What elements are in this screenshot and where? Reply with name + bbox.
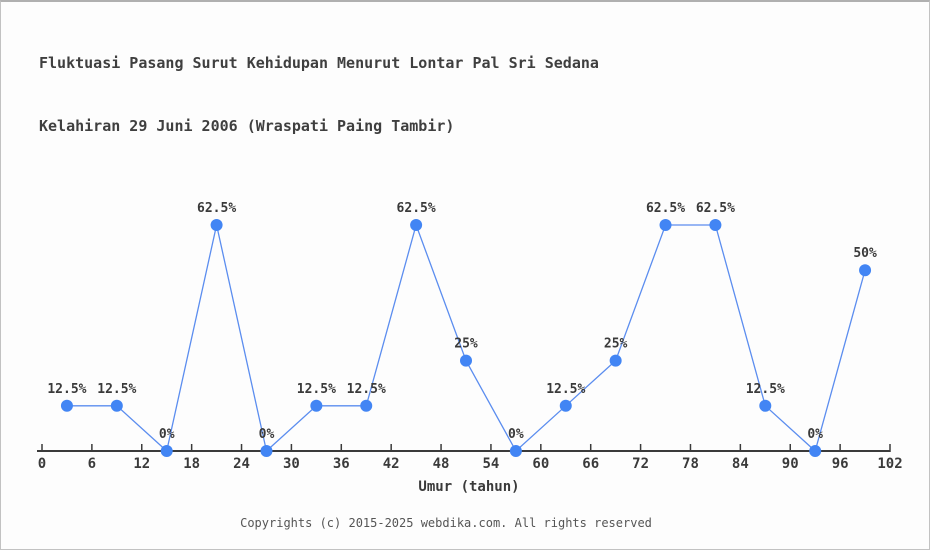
data-point-label: 0%: [159, 427, 175, 442]
data-point: [460, 354, 472, 367]
x-axis-tick-label: 24: [233, 456, 250, 472]
data-point: [160, 445, 173, 457]
data-point: [659, 219, 672, 231]
data-point-label: 0%: [807, 427, 823, 442]
x-axis-tick-label: 54: [483, 456, 500, 472]
data-point-label: 12.5%: [47, 382, 86, 397]
data-point: [110, 399, 123, 412]
x-axis-tick-label: 18: [183, 456, 200, 472]
data-point: [509, 445, 522, 457]
data-point-label: 12.5%: [746, 382, 785, 397]
x-axis-tick-label: 36: [333, 456, 350, 472]
data-point: [559, 399, 572, 412]
x-axis-tick-label: 0: [38, 456, 46, 472]
x-axis-tick-label: 66: [582, 456, 599, 472]
x-axis-tick-label: 6: [88, 456, 96, 472]
x-axis-tick-label: 12: [133, 456, 150, 472]
data-point: [260, 445, 273, 457]
x-axis-tick-label: 42: [383, 456, 400, 472]
data-point-label: 0%: [508, 427, 524, 442]
x-axis-tick-label: 30: [283, 456, 300, 472]
data-point: [809, 445, 822, 457]
x-axis-title: Umur (tahun): [418, 479, 519, 495]
x-axis-tick-label: 96: [832, 456, 849, 472]
data-point: [609, 354, 622, 367]
chart-title-line2: Kelahiran 29 Juni 2006 (Wraspati Paing T…: [39, 117, 455, 135]
data-point: [759, 399, 772, 412]
data-point: [60, 399, 73, 412]
x-axis-tick-label: 78: [682, 456, 699, 472]
chart-title: Fluktuasi Pasang Surut Kehidupan Menurut…: [39, 11, 599, 179]
x-axis-tick-label: 48: [433, 456, 450, 472]
x-axis-tick-label: 102: [877, 456, 902, 472]
data-point: [709, 219, 722, 231]
data-point-label: 12.5%: [97, 382, 136, 397]
x-axis-tick-label: 90: [782, 456, 799, 472]
data-point-label: 50%: [853, 246, 877, 261]
data-point-label: 12.5%: [347, 382, 386, 397]
data-point-label: 62.5%: [696, 201, 735, 216]
data-point: [859, 264, 872, 277]
data-point-label: 62.5%: [646, 201, 685, 216]
copyright-text: Copyrights (c) 2015-2025 webdika.com. Al…: [240, 516, 652, 530]
data-point-label: 25%: [604, 337, 628, 352]
x-axis-tick-label: 84: [732, 456, 749, 472]
chart-title-line1: Fluktuasi Pasang Surut Kehidupan Menurut…: [39, 54, 599, 72]
data-point-label: 62.5%: [197, 201, 236, 216]
data-point-label: 25%: [454, 337, 478, 352]
data-point-label: 12.5%: [546, 382, 585, 397]
data-point-label: 62.5%: [397, 201, 436, 216]
data-point: [410, 219, 423, 231]
x-axis-tick-label: 60: [532, 456, 549, 472]
data-point: [360, 399, 373, 412]
x-axis-tick-label: 72: [632, 456, 649, 472]
data-point: [310, 399, 323, 412]
data-point-label: 0%: [259, 427, 275, 442]
data-point-label: 12.5%: [297, 382, 336, 397]
data-point: [210, 219, 223, 231]
